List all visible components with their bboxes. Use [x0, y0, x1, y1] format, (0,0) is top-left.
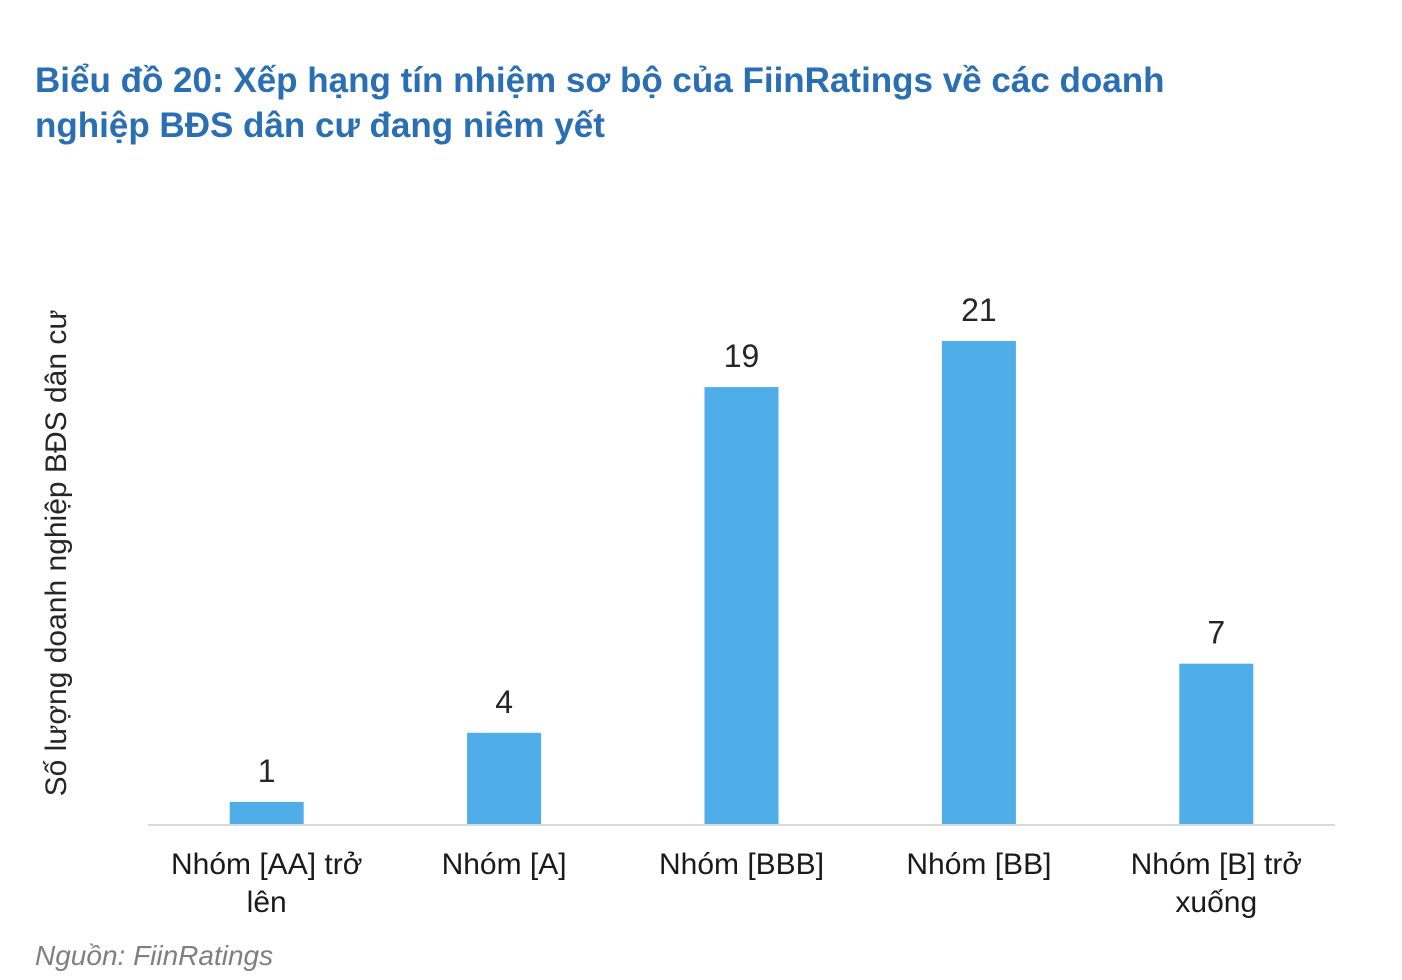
bar — [704, 387, 779, 825]
x-tick-label: Nhóm [B] trở xuống — [1130, 848, 1302, 919]
source-note: Nguồn: FiinRatings — [35, 940, 274, 971]
data-label: 21 — [961, 292, 997, 328]
data-label: 4 — [495, 684, 513, 720]
bar — [229, 801, 304, 825]
bar — [1179, 663, 1254, 825]
x-tick-label: Nhóm [BBB] — [658, 848, 825, 881]
data-label: 1 — [258, 753, 276, 789]
bar — [467, 732, 542, 825]
data-label: 19 — [724, 338, 760, 374]
y-axis-label: Số lượng doanh nghiệp BĐS dân cư — [40, 310, 73, 797]
x-tick-label: Nhóm [AA] trở lên — [170, 848, 363, 919]
data-label: 7 — [1207, 615, 1225, 651]
chart-title: Biểu đồ 20: Xếp hạng tín nhiệm sơ bộ của… — [35, 61, 1165, 145]
x-tick-label: Nhóm [A] — [441, 848, 567, 881]
bar — [941, 341, 1016, 825]
x-tick-label: Nhóm [BB] — [906, 848, 1052, 881]
